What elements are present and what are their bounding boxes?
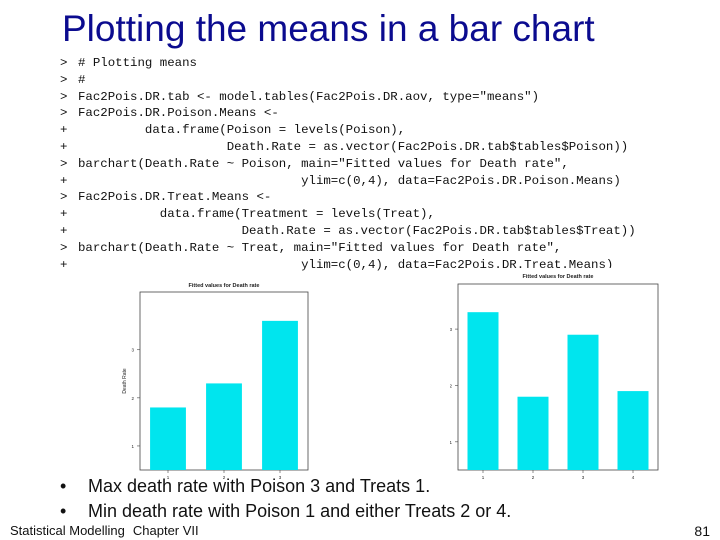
treat-bar-chart-svg: Fitted values for Death rate 1 2 3 1 2 3 4 (450, 274, 659, 480)
code-text: Death.Rate = as.vector(Fac2Pois.DR.tab$t… (78, 223, 636, 238)
code-line: > barchart(Death.Rate ~ Poison, main="Fit… (60, 156, 636, 173)
code-text: ylim=c(0,4), data=Fac2Pois.DR.Poison.Mea… (78, 173, 621, 188)
code-line: > # (60, 72, 636, 89)
chart-title: Fitted values for Death rate (523, 274, 594, 280)
code-prompt: + (60, 139, 68, 154)
slide-title: Plotting the means in a bar chart (62, 8, 595, 49)
x-tick-label: 2 (532, 475, 535, 480)
code-text: Death.Rate = as.vector(Fac2Pois.DR.tab$t… (78, 139, 629, 154)
code-text: # (78, 72, 86, 87)
code-prompt: > (60, 240, 68, 255)
bar-3 (262, 320, 298, 470)
code-prompt: > (60, 56, 68, 70)
code-prompt: + (60, 207, 68, 222)
code-text: Fac2Pois.DR.Treat.Means <- (78, 190, 272, 205)
x-tick-label: 1 (167, 475, 170, 480)
code-text: # Plotting means (78, 56, 197, 70)
code-text: Fac2Pois.DR.Poison.Means <- (78, 106, 279, 121)
code-prompt: + (60, 223, 68, 238)
code-line: > barchart(Death.Rate ~ Treat, main="Fitt… (60, 240, 636, 257)
code-prompt: + (60, 257, 68, 272)
footer-chapter: Chapter VII (132, 523, 199, 538)
bar-1 (150, 407, 186, 470)
bullet-dot: • (60, 476, 67, 496)
y-axis-label: Death Rate (122, 368, 128, 394)
x-tick-label: 1 (482, 475, 485, 480)
code-line: > Fac2Pois.DR.Poison.Means <- (60, 105, 636, 122)
code-prompt: > (60, 156, 68, 171)
plot-frame (457, 283, 659, 471)
bar-3 (567, 334, 599, 470)
code-prompt: > (60, 190, 68, 205)
code-prompt: + (60, 123, 68, 138)
bullet-text: Max death rate with Poison 3 and Treats … (88, 476, 431, 496)
footer-course: Statistical Modelling Chapter VII (10, 523, 199, 538)
code-line: + Death.Rate = as.vector(Fac2Pois.DR.tab… (60, 223, 636, 240)
code-prompt: > (60, 89, 68, 104)
page-number: 81 (694, 523, 710, 539)
code-text: data.frame(Treatment = levels(Treat), (78, 207, 435, 222)
code-text: barchart(Death.Rate ~ Treat, main="Fitte… (78, 240, 562, 255)
bullet-item: • Min death rate with Poison 1 and either… (60, 499, 511, 524)
footer-course-name: Statistical Modelling (10, 523, 125, 538)
x-tick-label: 3 (582, 475, 585, 480)
y-tick-label: 3 (131, 348, 134, 353)
code-prompt: > (60, 72, 68, 87)
poison-bar-chart: Fitted values for Death rate Death Rate 1 2… (108, 278, 313, 480)
bar-2 (206, 383, 242, 470)
x-tick-label: 3 (279, 475, 282, 480)
y-tick-label: 1 (450, 440, 452, 445)
x-tick-label: 4 (632, 475, 635, 480)
bar-1 (467, 312, 499, 470)
code-text: data.frame(Poison = levels(Poison), (78, 123, 406, 138)
code-prompt: > (60, 106, 68, 121)
code-line: + data.frame(Treatment = levels(Treat), (60, 206, 636, 223)
code-line: + Death.Rate = as.vector(Fac2Pois.DR.tab… (60, 139, 636, 156)
bar-4 (617, 391, 649, 470)
treat-bar-chart: Fitted values for Death rate 1 2 3 1 2 3 4 (450, 268, 665, 484)
x-tick-label: 2 (223, 475, 226, 480)
bullet-text: Min death rate with Poison 1 and either … (88, 501, 512, 521)
bullet-item: • Max death rate with Poison 3 and Treats… (60, 474, 511, 499)
code-line: > Fac2Pois.DR.tab <- model.tables(Fac2Poi… (60, 89, 636, 106)
code-line: + ylim=c(0,4), data=Fac2Pois.DR.Poison.M… (60, 173, 636, 190)
r-code-block: > # Plotting means > # > Fac2Pois.DR.tab <-… (60, 55, 636, 273)
bar-2 (517, 396, 549, 470)
code-line: > # Plotting means (60, 55, 636, 72)
poison-bar-chart-svg: Fitted values for Death rate Death Rate 1 2… (122, 283, 309, 480)
code-line: + data.frame(Poison = levels(Poison), (60, 122, 636, 139)
y-tick-label: 3 (450, 327, 452, 332)
code-text: Fac2Pois.DR.tab <- model.tables(Fac2Pois… (78, 89, 540, 104)
code-prompt: + (60, 173, 68, 188)
y-tick-label: 2 (450, 383, 452, 388)
chart-title: Fitted values for Death rate (189, 283, 260, 289)
bullet-list: • Max death rate with Poison 3 and Treats… (60, 474, 511, 524)
y-tick-label: 2 (131, 396, 134, 401)
code-text: barchart(Death.Rate ~ Poison, main="Fitt… (78, 156, 569, 171)
code-line: > Fac2Pois.DR.Treat.Means <- (60, 189, 636, 206)
y-tick-label: 1 (131, 444, 134, 449)
bullet-dot: • (60, 501, 67, 521)
